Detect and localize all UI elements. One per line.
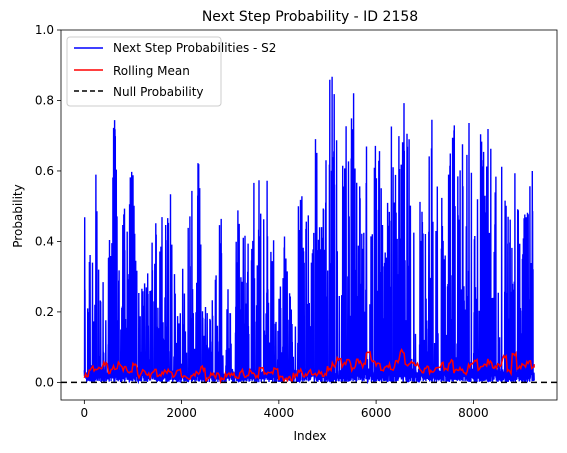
- x-tick-label: 0: [81, 406, 89, 420]
- x-tick-label: 4000: [264, 406, 295, 420]
- y-tick-label: 0.0: [35, 375, 54, 389]
- series-line-rolling-mean: [83, 348, 535, 385]
- legend-label-null: Null Probability: [113, 85, 204, 99]
- y-tick-label: 0.2: [35, 305, 54, 319]
- y-tick-label: 0.8: [35, 93, 54, 107]
- legend: Next Step Probabilities - S2 Rolling Mea…: [66, 36, 276, 107]
- y-tick-label: 0.6: [35, 164, 54, 178]
- x-tick-label: 8000: [458, 406, 489, 420]
- legend-label-probabilities: Next Step Probabilities - S2: [113, 41, 276, 55]
- y-axis-label: Probability: [11, 184, 25, 247]
- legend-label-rolling-mean: Rolling Mean: [113, 64, 190, 78]
- x-tick-label: 2000: [166, 406, 197, 420]
- y-tick-label: 1.0: [35, 23, 54, 37]
- axes-frame: [60, 29, 558, 401]
- chart-title: Next Step Probability - ID 2158: [202, 9, 418, 25]
- axes: 0 2000 4000 6000 8000 0.0 0.2 0.4 0.6 0.8 1.0: [35, 23, 558, 420]
- x-tick-label: 6000: [361, 406, 392, 420]
- series-line-probabilities: [83, 76, 535, 385]
- y-tick-label: 0.4: [35, 234, 54, 248]
- plot-area: [61, 76, 557, 385]
- legend-box: [66, 36, 222, 107]
- x-axis-label: Index: [293, 429, 326, 443]
